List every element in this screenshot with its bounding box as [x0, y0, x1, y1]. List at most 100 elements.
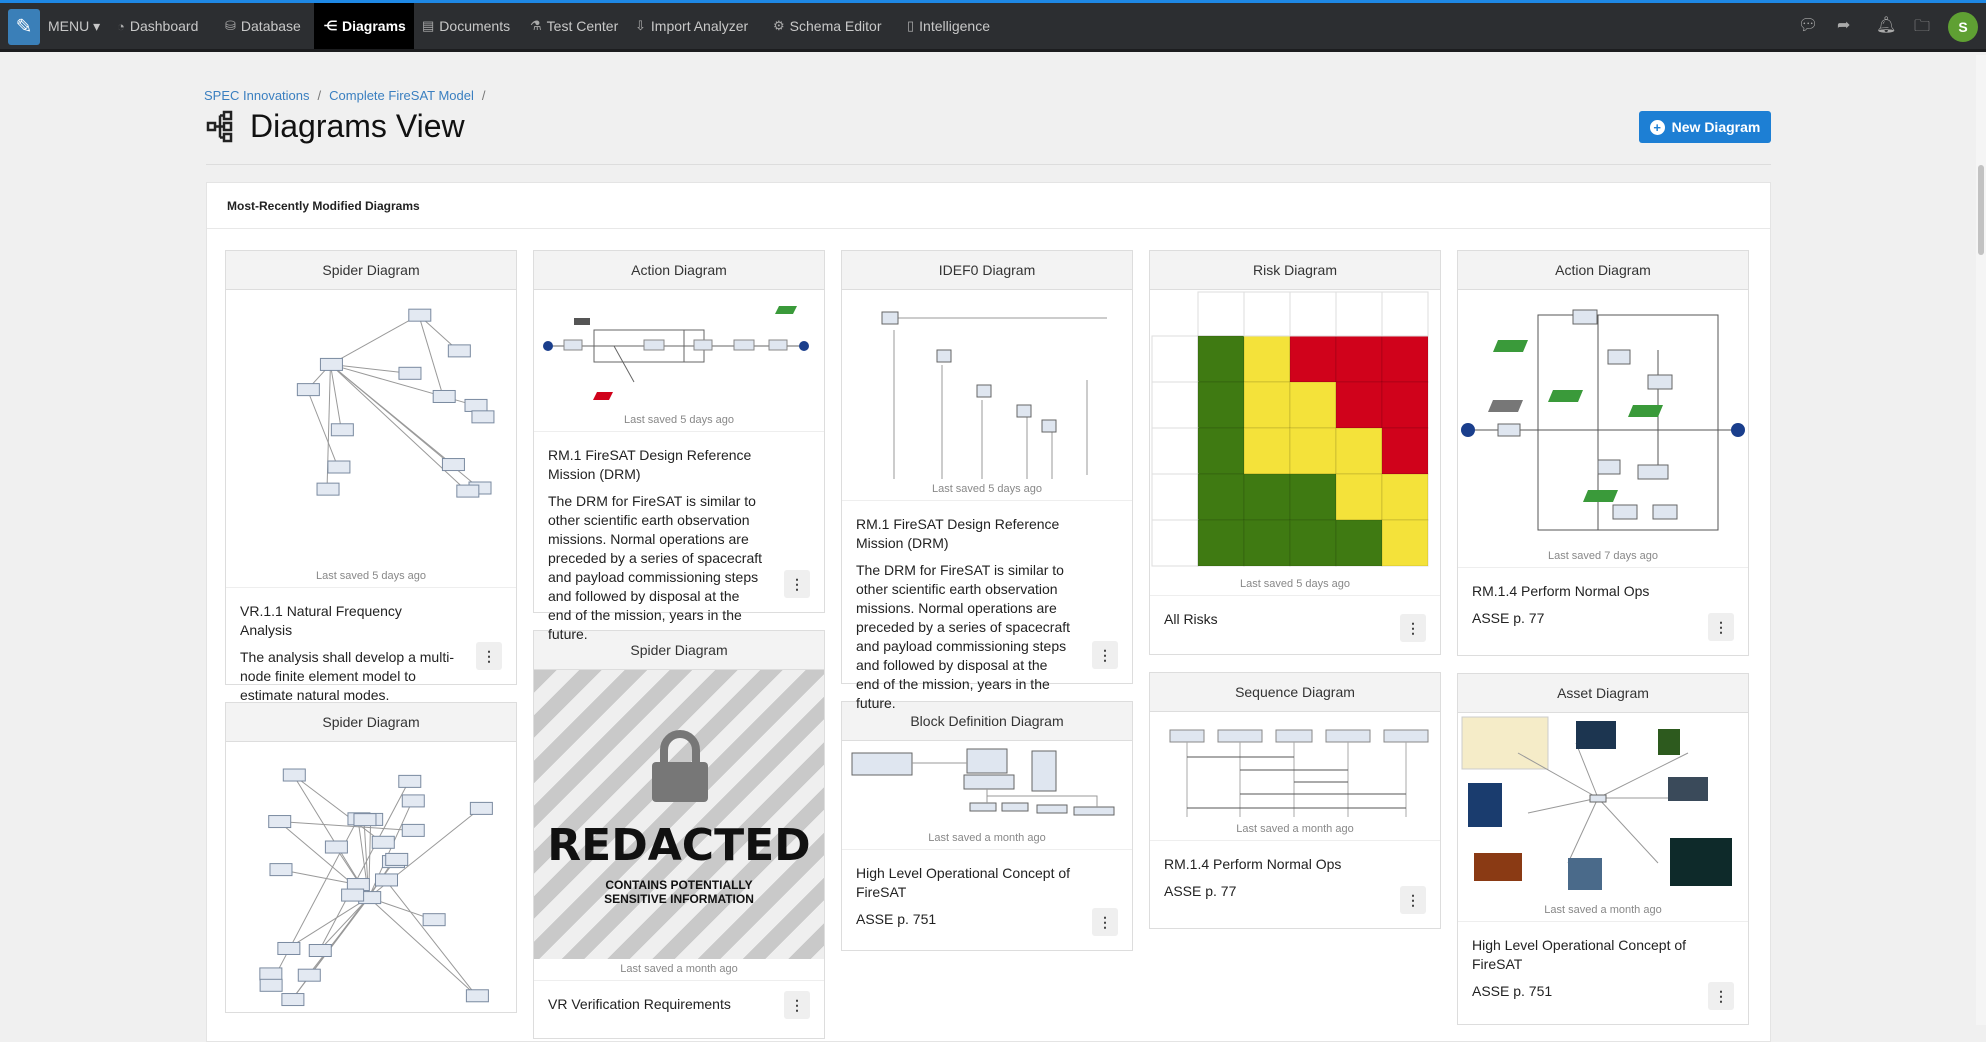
diagram-card[interactable]: Spider Diagram	[225, 702, 517, 1013]
node	[330, 423, 354, 437]
more-options-button[interactable]: ⋮	[784, 991, 810, 1019]
node	[398, 366, 422, 380]
last-saved: Last saved a month ago	[534, 959, 824, 981]
node	[296, 383, 320, 397]
nav-import-analyzer[interactable]: ⇩ Import Analyzer	[629, 3, 754, 49]
nav-diagrams[interactable]: ⋲ Diagrams	[314, 3, 414, 49]
diagram-thumbnail[interactable]	[842, 290, 1132, 479]
page-scrollbar[interactable]	[1976, 55, 1986, 1025]
card-description: The DRM for FireSAT is similar to other …	[548, 493, 763, 642]
app-logo-icon[interactable]: ✎	[8, 9, 40, 45]
edge	[330, 364, 453, 465]
risk-row-header	[1151, 381, 1199, 429]
diagram-thumbnail[interactable]	[226, 742, 516, 1012]
new-diagram-label: New Diagram	[1671, 119, 1761, 135]
risk-row-header	[1151, 473, 1199, 521]
diagram-card[interactable]: Spider Diagram Last saved 5 days ago VR.…	[225, 250, 517, 703]
breadcrumb-link[interactable]: SPEC Innovations	[204, 88, 310, 103]
nav-documents[interactable]: ▤ Documents	[416, 3, 516, 49]
node	[259, 967, 283, 981]
diagram-card[interactable]: Action Diagram Last saved 5 days ago RM.…	[533, 250, 825, 642]
diagram-card[interactable]: Asset Diagram Last saved a month ago Hig…	[1457, 673, 1749, 1025]
card-type: Sequence Diagram	[1150, 673, 1440, 712]
page-header: Diagrams View	[206, 108, 465, 145]
nav-label: Dashboard	[129, 18, 199, 34]
more-options-button[interactable]: ⋮	[1708, 613, 1734, 641]
nav-dashboard[interactable]: ◔ Dashboard	[111, 3, 204, 49]
diagram-card[interactable]: Action Diagram Last saved 7 days ago RM.…	[1457, 250, 1749, 656]
folder-icon[interactable]: 🗀	[1914, 18, 1931, 35]
diagram-thumbnail[interactable]	[842, 741, 1132, 828]
intelligence-icon: ▯	[907, 18, 915, 33]
nav-test-center[interactable]: ⚗ Test Center	[524, 3, 624, 49]
more-options-button[interactable]: ⋮	[1400, 886, 1426, 914]
new-diagram-button[interactable]: + New Diagram	[1639, 111, 1771, 143]
node	[324, 840, 348, 854]
breadcrumb: SPEC Innovations / Complete FireSAT Model /	[204, 88, 486, 103]
more-options-button[interactable]: ⋮	[1708, 982, 1734, 1010]
card-description: ASSE p. 751	[856, 911, 937, 927]
database-icon: ⛁	[225, 18, 236, 33]
risk-cell	[1243, 335, 1291, 383]
card-type: IDEF0 Diagram	[842, 251, 1132, 290]
breadcrumb-link[interactable]: Complete FireSAT Model	[329, 88, 474, 103]
chat-icon[interactable]: 💬︎	[1798, 17, 1819, 34]
risk-cell	[1243, 381, 1291, 429]
nav-schema-editor[interactable]: ⚙ Schema Editor	[767, 3, 887, 49]
card-description: ASSE p. 77	[1164, 883, 1237, 899]
diagram-card[interactable]: IDEF0 Diagram Last saved 5 days ago RM.1…	[841, 250, 1133, 711]
diagram-card[interactable]: Risk Diagram Last saved 5 days ago All R…	[1149, 250, 1441, 655]
edge	[368, 897, 477, 997]
risk-cell	[1381, 519, 1429, 567]
diagram-card[interactable]: Block Definition Diagram Last saved a mo…	[841, 701, 1133, 951]
share-icon[interactable]: ➦	[1837, 17, 1851, 34]
more-options-button[interactable]: ⋮	[784, 570, 810, 598]
card-type: Spider Diagram	[226, 251, 516, 290]
node	[456, 484, 480, 498]
more-options-button[interactable]: ⋮	[476, 642, 502, 670]
risk-column-header	[1243, 291, 1291, 337]
more-options-button[interactable]: ⋮	[1400, 614, 1426, 642]
bell-icon[interactable]: 🔔︎	[1876, 17, 1897, 34]
user-avatar[interactable]: S	[1948, 12, 1978, 42]
diagram-card[interactable]: Spider Diagram REDACTED CONTAINS POTENTI…	[533, 630, 825, 1039]
redacted-thumbnail[interactable]: REDACTED CONTAINS POTENTIALLY SENSITIVE …	[534, 670, 824, 959]
nav-label: Test Center	[546, 18, 619, 34]
diagram-thumbnail[interactable]	[1458, 713, 1748, 900]
edge	[330, 363, 410, 374]
risk-cell	[1335, 427, 1383, 475]
diagram-card[interactable]: Sequence Diagram Last saved a month ago …	[1149, 672, 1441, 929]
node	[441, 458, 465, 472]
asset-diagram-preview	[1461, 716, 1732, 890]
last-saved: Last saved a month ago	[1150, 819, 1440, 841]
node	[281, 993, 305, 1007]
risk-cell	[1335, 519, 1383, 567]
risk-cell	[1381, 427, 1429, 475]
diagram-thumbnail[interactable]	[1150, 712, 1440, 819]
risk-cell	[1243, 519, 1291, 567]
document-icon: ▤	[422, 18, 435, 33]
risk-cell	[1381, 473, 1429, 521]
more-options-button[interactable]: ⋮	[1092, 641, 1118, 669]
diagram-thumbnail[interactable]	[226, 290, 516, 566]
diagram-thumbnail[interactable]	[1458, 290, 1748, 546]
nav-database[interactable]: ⛁ Database	[219, 3, 307, 49]
diagram-thumbnail[interactable]	[534, 290, 824, 410]
diagram-thumbnail[interactable]	[1150, 290, 1440, 574]
risk-cell	[1289, 473, 1337, 521]
risk-cell	[1381, 335, 1429, 383]
node	[401, 823, 425, 837]
idef0-diagram-preview	[881, 311, 1107, 479]
card-type: Action Diagram	[1458, 251, 1748, 290]
card-title: RM.1.4 Perform Normal Ops	[1472, 583, 1650, 599]
last-saved: Last saved a month ago	[842, 828, 1132, 850]
node	[297, 968, 321, 982]
action-diagram-preview	[543, 306, 809, 400]
menu-button[interactable]: MENU ▾	[42, 3, 106, 49]
more-options-button[interactable]: ⋮	[1092, 908, 1118, 936]
nav-intelligence[interactable]: ▯ Intelligence	[901, 3, 996, 49]
scrollbar-thumb[interactable]	[1978, 165, 1984, 255]
node	[353, 813, 377, 827]
nav-label: Intelligence	[919, 18, 990, 34]
risk-cell	[1197, 473, 1245, 521]
